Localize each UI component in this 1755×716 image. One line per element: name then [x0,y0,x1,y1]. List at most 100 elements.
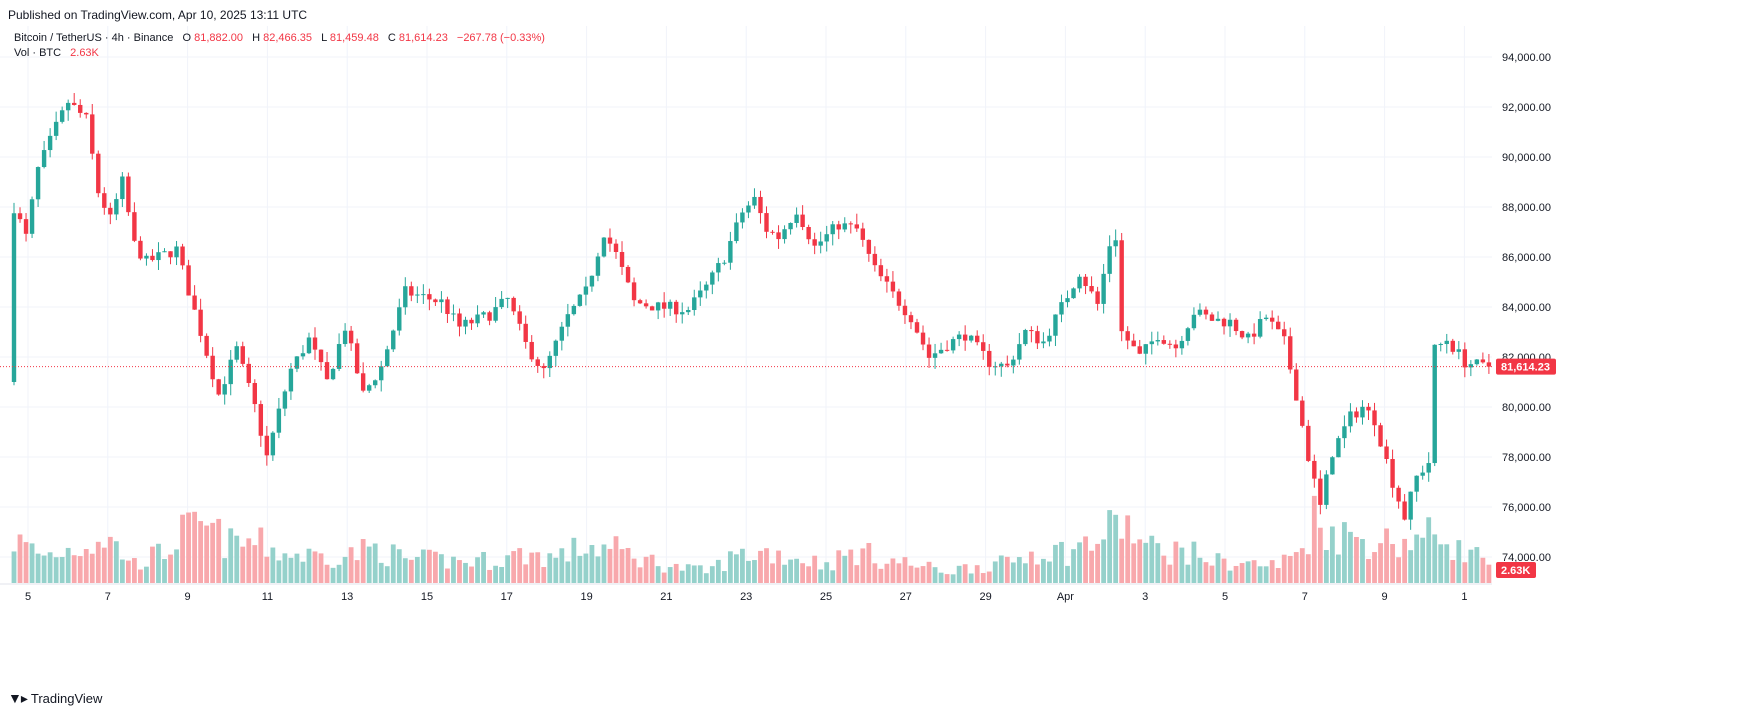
volume-bar [1191,541,1197,583]
candle-body [252,382,257,405]
candle-body [1486,362,1492,367]
candle-body [872,253,878,266]
volume-bar [932,567,938,583]
volume-bar [1420,537,1426,583]
volume-bar [1408,550,1414,583]
volume-bar [282,553,288,583]
volume-bar [734,554,739,583]
candle-body [505,297,510,299]
volume-bar [523,564,529,583]
svg-text:Bitcoin / TetherUS · 4h · Bina: Bitcoin / TetherUS · 4h · Binance O 81,8… [14,32,545,44]
candle-body [457,313,462,327]
volume-bar [487,569,492,583]
candle-body [674,301,679,315]
volume-bar [336,564,342,583]
tradingview-logo[interactable]: ▼▸ TradingView [8,690,102,707]
candle-body [848,223,853,225]
candle-body [1360,406,1365,418]
volume-bar [860,548,866,583]
candle-body [710,272,715,285]
candle-body [1143,344,1148,354]
candle-body [59,110,65,122]
candle-body [451,313,456,315]
volume-bar [1396,557,1401,583]
volume-bar [740,548,745,583]
legend-low-value: 81,459.48 [330,32,379,44]
candle-body [1221,318,1227,327]
volume-bar [1137,539,1143,583]
candle-body [938,349,944,354]
tradingview-logo-icon: ▼▸ [8,690,28,706]
volume-bar [703,573,709,583]
volume-bar [661,572,667,583]
candle-body [427,294,432,300]
volume-bar [234,535,240,583]
candle-body [138,240,143,259]
candle-body [800,214,805,228]
candle-body [1318,478,1323,505]
candle-body [234,346,239,360]
candle-body [1131,340,1136,347]
svg-text:Vol · BTC 2.63K: Vol · BTC 2.63K [14,47,100,59]
volume-bar [1047,561,1052,583]
candle-body [553,340,558,356]
volume-bar [41,555,47,583]
candle-body [53,121,59,136]
candle-body [559,326,565,341]
volume-bar [420,549,426,583]
candle-body [180,246,185,266]
candle-body [11,213,17,382]
volume-bar [204,525,210,583]
candle-body [90,114,95,154]
legend-volume-value: 2.63K [70,47,99,59]
legend-high-value: 82,466.35 [263,32,312,44]
candle-body [258,404,264,436]
candle-body [1306,425,1311,461]
volume-bar [866,542,872,583]
volume-bar [144,566,149,583]
volume-bar [836,550,842,583]
volume-bar [1059,541,1064,583]
candle-body [1119,240,1124,332]
candle-body [246,363,251,383]
volume-bar [53,557,59,583]
candle-body [1426,463,1431,473]
candle-body [1294,369,1299,401]
candle-body [788,222,793,230]
y-tick-label: 78,000.00 [1502,452,1551,464]
price-chart[interactable]: 74,000.0076,000.0078,000.0080,000.0082,0… [0,26,1755,686]
candle-body [1209,314,1215,321]
legend-close-label: C [388,32,396,44]
candle-body [312,337,318,350]
volume-bar [1450,559,1456,583]
volume-bar [1245,561,1251,583]
volume-bar [294,553,300,583]
candle-body [920,332,926,345]
volume-bar [1281,554,1287,583]
volume-bar [132,558,137,583]
volume-bar [451,556,456,583]
candle-body [397,307,402,331]
candle-body [1101,273,1106,304]
volume-bars [11,495,1492,583]
volume-bar [601,544,607,583]
candle-body [1011,359,1016,366]
candle-body [981,342,986,351]
candle-body [475,314,480,324]
candle-body [643,303,649,307]
candle-body [667,301,673,309]
candle-body [1300,400,1305,426]
candle-body [770,231,775,233]
candle-body [222,384,227,395]
published-note: Published on TradingView.com, Apr 10, 20… [8,8,308,22]
candle-body [661,302,667,309]
candle-body [1005,363,1010,366]
candle-body [914,322,920,333]
volume-bar [360,539,366,583]
volume-bar [956,565,962,583]
volume-bar [312,551,318,583]
volume-bar [890,558,896,583]
candle-body [108,207,113,215]
candle-body [655,302,661,311]
volume-bar [782,564,787,583]
